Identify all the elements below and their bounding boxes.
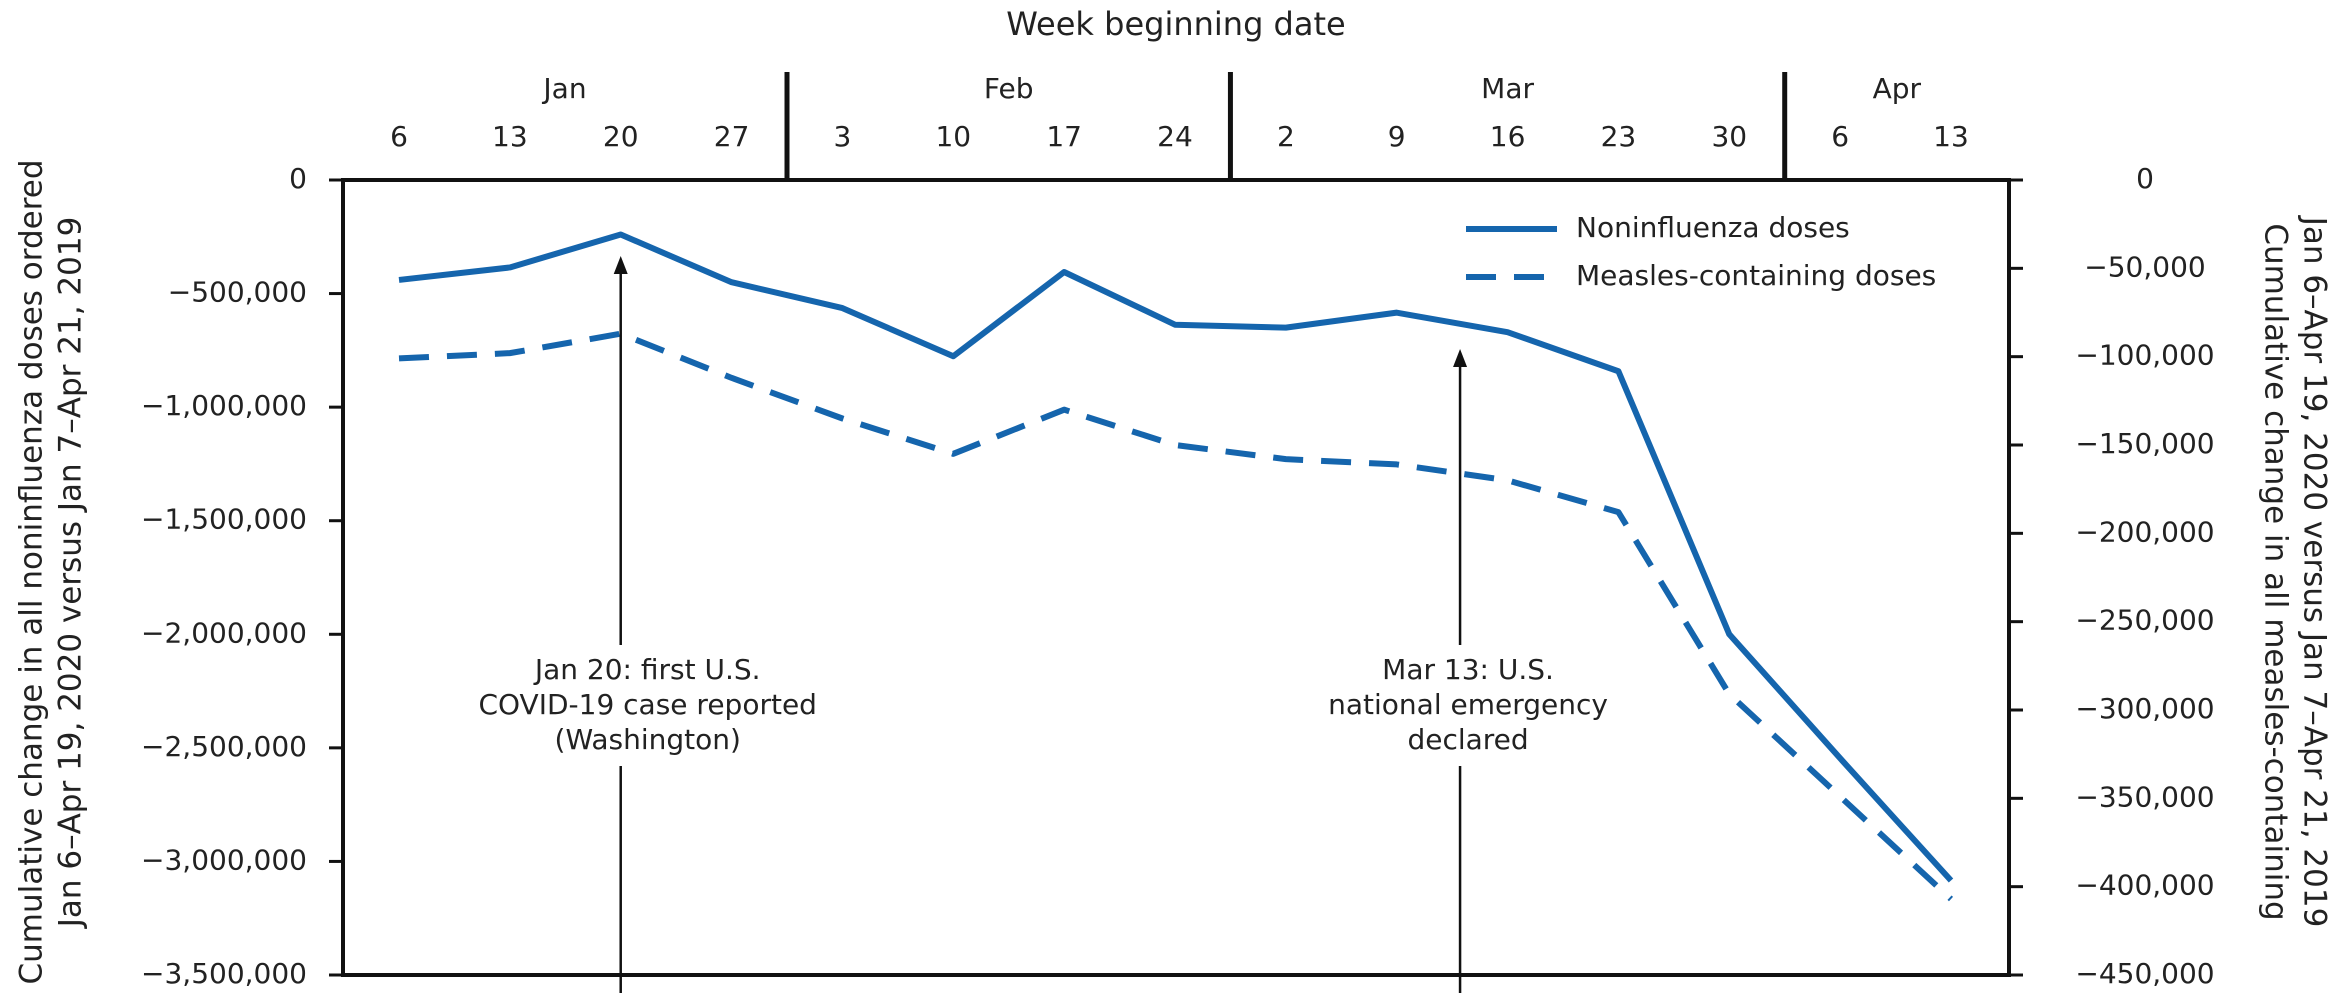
y2-tick-label: −300,000 (2075, 692, 2214, 725)
y2-tick-label: −100,000 (2075, 339, 2214, 372)
y-axis-label: Cumulative change in all noninfluenza do… (14, 159, 50, 984)
x-tick-label: 6 (390, 120, 408, 153)
annotation: Mar 13: U.S. (1382, 653, 1554, 686)
month-label: Apr (1873, 72, 1922, 105)
x-tick-label: 13 (492, 120, 528, 153)
month-label: Jan (541, 72, 586, 105)
y2-axis-label: Cumulative change in all measles-contain… (2258, 223, 2294, 920)
annotation: (Washington) (555, 723, 741, 756)
x-tick-label: 3 (834, 120, 852, 153)
x-tick-label: 27 (714, 120, 750, 153)
legend-label: Noninfluenza doses (1576, 211, 1850, 244)
month-label: Feb (984, 72, 1034, 105)
month-label: Mar (1481, 72, 1534, 105)
series-line (398, 231, 1954, 883)
x-tick-label: 2 (1277, 120, 1295, 153)
arrow-head (1453, 349, 1468, 367)
y2-tick-label: −250,000 (2075, 604, 2214, 637)
y-tick-label: −1,500,000 (141, 503, 307, 536)
annotation: Jan 20: first U.S. (533, 653, 761, 686)
chart-title: Week beginning date (1006, 5, 1345, 43)
y2-tick-label: −350,000 (2075, 780, 2214, 813)
y2-tick-label: −150,000 (2075, 427, 2214, 460)
x-tick-label: 6 (1831, 120, 1849, 153)
arrow-head (613, 256, 628, 274)
y-tick-label: 0 (289, 162, 307, 195)
annotation: national emergency (1328, 688, 1608, 721)
x-tick-label: 24 (1157, 120, 1193, 153)
plot-frame (341, 178, 2011, 977)
x-tick-label: 10 (935, 120, 971, 153)
series-line (398, 330, 1954, 902)
x-tick-label: 23 (1601, 120, 1637, 153)
y-tick-label: −1,000,000 (141, 389, 307, 422)
y2-tick-label: −450,000 (2075, 957, 2214, 990)
y-tick-label: −3,500,000 (141, 957, 307, 990)
y2-tick-label: −400,000 (2075, 869, 2214, 902)
y2-tick-label: −50,000 (2084, 250, 2205, 283)
y-tick-label: −3,000,000 (141, 843, 307, 876)
x-tick-label: 17 (1046, 120, 1082, 153)
x-tick-label: 13 (1933, 120, 1969, 153)
y-tick-label: −2,500,000 (141, 730, 307, 763)
x-tick-label: 30 (1711, 120, 1747, 153)
y-tick-label: −500,000 (168, 276, 307, 309)
x-tick-label: 16 (1490, 120, 1526, 153)
annotation: declared (1407, 723, 1528, 756)
y-axis-label: Jan 6–Apr 19, 2020 versus Jan 7–Apr 21, … (53, 217, 89, 930)
y2-tick-label: −200,000 (2075, 515, 2214, 548)
y2-tick-label: 0 (2136, 162, 2154, 195)
x-tick-label: 9 (1388, 120, 1406, 153)
y2-axis-label: Jan 6–Apr 19, 2020 versus Jan 7–Apr 21, … (2297, 215, 2333, 928)
annotation: COVID-19 case reported (478, 688, 817, 721)
x-tick-label: 20 (603, 120, 639, 153)
legend-label: Measles-containing doses (1576, 259, 1936, 292)
y-tick-label: −2,000,000 (141, 616, 307, 649)
